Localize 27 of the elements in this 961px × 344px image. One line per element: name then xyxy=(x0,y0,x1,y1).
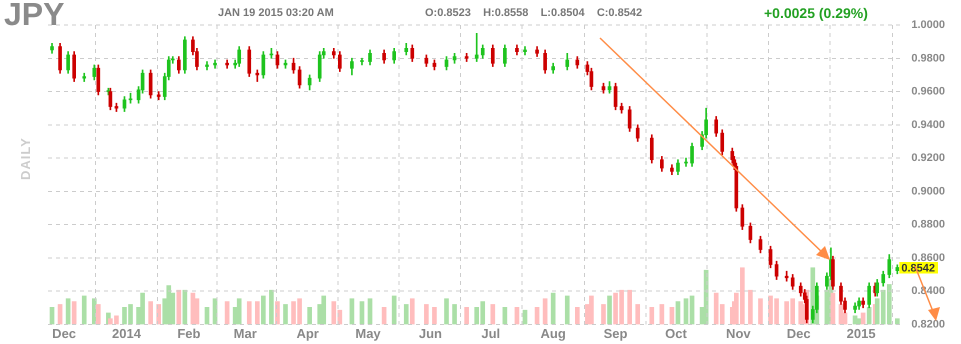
x-tick-label: Dec xyxy=(52,326,76,341)
y-tick-label: 0.8800 xyxy=(911,218,946,231)
x-tick-label: Jun xyxy=(418,326,442,341)
y-tick-label: 0.8600 xyxy=(911,252,946,264)
y-tick-label: 0.9000 xyxy=(911,185,946,198)
x-tick-label: Mar xyxy=(234,326,257,341)
x-tick-label: Nov xyxy=(726,326,752,341)
x-tick-label: Sep xyxy=(604,326,628,341)
x-tick-label: Aug xyxy=(540,326,566,341)
x-tick-label: May xyxy=(355,326,382,341)
text: O:0.8523 H:0.8558 L:0.8504 C:0.8542 xyxy=(425,7,642,19)
x-tick-label: 2015 xyxy=(846,326,876,341)
y-tick-label: 0.8200 xyxy=(911,318,946,330)
chart-subtitle: JAN 19 2015 03:20 AM xyxy=(218,7,334,19)
y-tick-label: 1.0000 xyxy=(911,19,946,32)
x-tick-label: Apr xyxy=(296,326,319,341)
y-tick-label: 0.9200 xyxy=(911,152,946,164)
x-tick-label: Jul xyxy=(481,326,500,341)
x-tick-label: Oct xyxy=(665,326,688,341)
x-tick-label: Dec xyxy=(786,326,811,341)
chart-title: JPY xyxy=(4,0,64,33)
y-tick-label: 0.9600 xyxy=(911,86,946,98)
text: +0.0025 (0.29%) xyxy=(764,5,868,21)
y-tick-label: 0.9800 xyxy=(911,52,946,64)
y-tick-label: 0.9400 xyxy=(911,118,946,131)
x-tick-label: Feb xyxy=(177,326,200,341)
x-tick-label: 2014 xyxy=(112,326,142,341)
